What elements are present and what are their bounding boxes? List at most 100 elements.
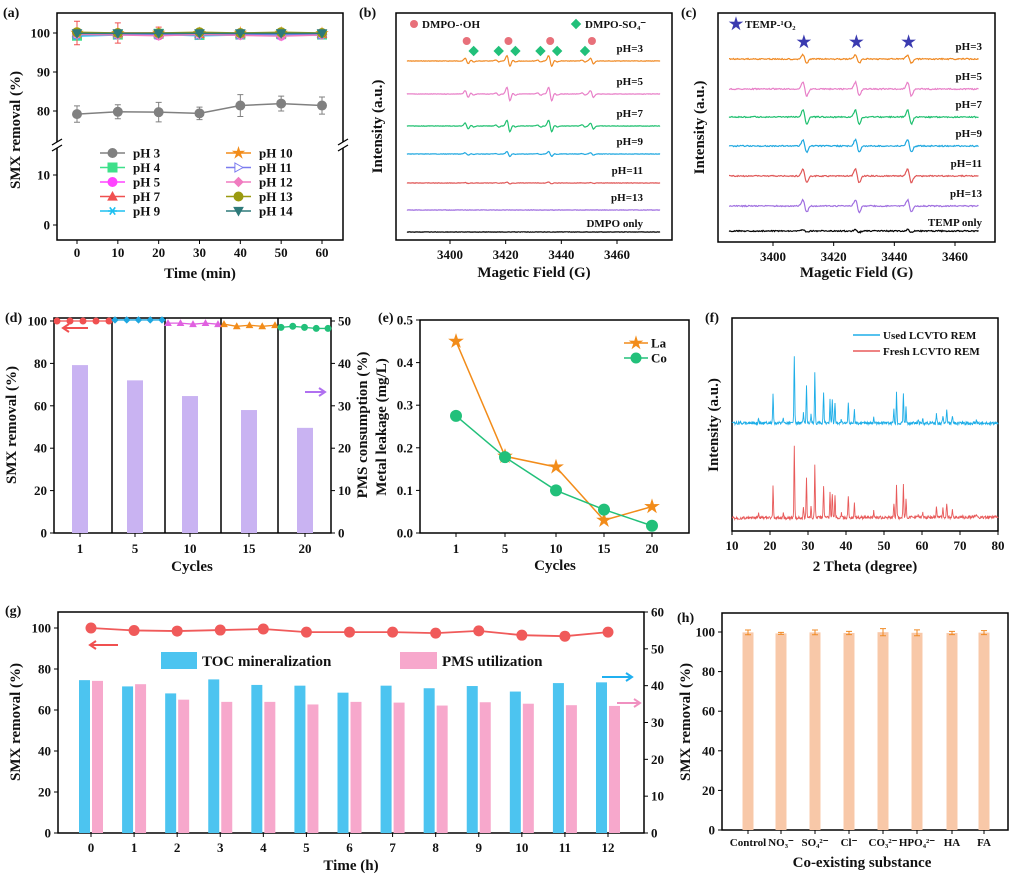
y2-tick-label: 40 (651, 678, 664, 693)
toc-mineralization-bar (208, 679, 220, 833)
y-tick-label: 60 (38, 703, 51, 718)
spectrum-trace (406, 181, 661, 185)
trace-label: pH=5 (956, 71, 983, 83)
data-point (105, 317, 113, 325)
legend-swatch (161, 652, 197, 669)
legend-label: PMS utilization (442, 654, 543, 670)
data-point (153, 107, 164, 118)
so4-peak-marker (493, 45, 504, 57)
data-point (559, 630, 571, 642)
x-tick-label: 3420 (821, 249, 847, 264)
pms-utilization-bar (350, 701, 362, 833)
legend-label: TOC mineralization (202, 654, 332, 670)
y2-tick-label: 40 (338, 356, 351, 371)
oh-peak-marker (504, 37, 513, 45)
y-tick-label: 0.2 (397, 440, 413, 455)
y-tick-label: 0 (41, 526, 48, 541)
x-tick-label: 30 (193, 245, 206, 260)
legend-marker (233, 206, 244, 217)
data-point (214, 320, 222, 328)
panel-e-frame (419, 319, 690, 534)
smx-removal-bar (978, 632, 990, 830)
data-point (276, 98, 287, 109)
x-tick-label: 3460 (604, 247, 630, 262)
x-tick-label: 4 (260, 840, 267, 855)
y2-tick-label: 10 (651, 789, 664, 804)
data-point (450, 409, 462, 422)
trace-label: pH=3 (617, 43, 644, 55)
panel-label: (c) (681, 6, 697, 21)
legend-marker-oh (410, 20, 418, 28)
x-tick-label: 7 (389, 840, 396, 855)
legend-label: Co (651, 351, 667, 366)
smx-removal-bar (809, 632, 821, 830)
data-point (128, 624, 140, 636)
data-point (123, 316, 131, 324)
data-point (602, 626, 614, 638)
data-point (194, 29, 205, 39)
x-tick-label: 20 (152, 245, 165, 260)
y-tick-label: 60 (702, 704, 715, 719)
data-point (53, 317, 61, 325)
trace-label: pH=13 (950, 188, 982, 200)
panel-label: (g) (5, 604, 22, 619)
y2-axis-title: PMS consumption (%) (355, 352, 371, 499)
error-bar (949, 630, 955, 636)
legend-marker (233, 191, 244, 202)
right-axis-arrow (305, 387, 327, 397)
y-tick-label: 0.1 (397, 483, 413, 498)
y2-tick-label: 0 (338, 526, 345, 541)
toc-mineralization-bar (251, 684, 263, 833)
singlet-oxygen-peak-marker (849, 34, 864, 49)
y-tick-label: 90 (37, 65, 50, 80)
x-axis-title: Magetic Field (G) (477, 265, 590, 281)
legend-label: pH 3 (133, 146, 161, 161)
trace-label: pH=7 (956, 99, 983, 111)
y-tick-label: 0.4 (397, 355, 414, 370)
pms-utilization-bar (609, 705, 620, 833)
data-point (158, 316, 166, 324)
oh-peak-marker (462, 37, 471, 45)
data-point (317, 100, 327, 111)
error-bar (914, 629, 920, 637)
right-axis-arrow (602, 672, 634, 682)
y-axis-title: SMX removal (%) (8, 663, 24, 781)
y2-tick-label: 60 (651, 605, 664, 620)
data-point (85, 622, 97, 634)
data-point (646, 519, 658, 532)
toc-mineralization-bar (122, 686, 134, 833)
x-tick-label: 20 (764, 538, 777, 553)
spectrum-trace (728, 138, 979, 154)
data-point (344, 626, 355, 638)
x-tick-label: 10 (550, 541, 563, 556)
x-axis-title: Co-existing substance (793, 855, 932, 871)
legend-label: pH 13 (259, 189, 293, 204)
legend-marker-so4 (570, 18, 582, 30)
y-tick-label: 40 (702, 743, 715, 758)
x-tick-label: 5 (303, 840, 310, 855)
data-point (271, 321, 279, 329)
spectrum-trace (406, 54, 661, 68)
legend-label: Used LCVTO REM (883, 330, 977, 342)
data-point (258, 322, 267, 330)
x-tick-label: 1 (77, 541, 84, 556)
y-axis-title: Metal leakage (mg/L) (374, 358, 390, 495)
x-axis-title: Cycles (534, 558, 576, 574)
y-tick-label: 20 (38, 785, 51, 800)
x-tick-label: 9 (476, 840, 483, 855)
data-point (235, 100, 246, 111)
x-axis-title: Time (h) (323, 858, 378, 874)
spectrum-trace (406, 119, 661, 133)
so4-peak-marker (551, 45, 563, 57)
legend-marker (234, 162, 245, 173)
data-point (473, 625, 485, 637)
legend-label: pH 10 (259, 146, 293, 161)
pms-utilization-bar (264, 701, 276, 833)
so4-peak-marker (579, 45, 591, 57)
data-point (112, 106, 123, 117)
x-axis-title: Magetic Field (G) (800, 265, 913, 281)
spectrum-trace (729, 167, 979, 184)
trace-label: pH=13 (611, 192, 643, 204)
data-point (316, 29, 328, 39)
legend-marker (630, 352, 642, 364)
